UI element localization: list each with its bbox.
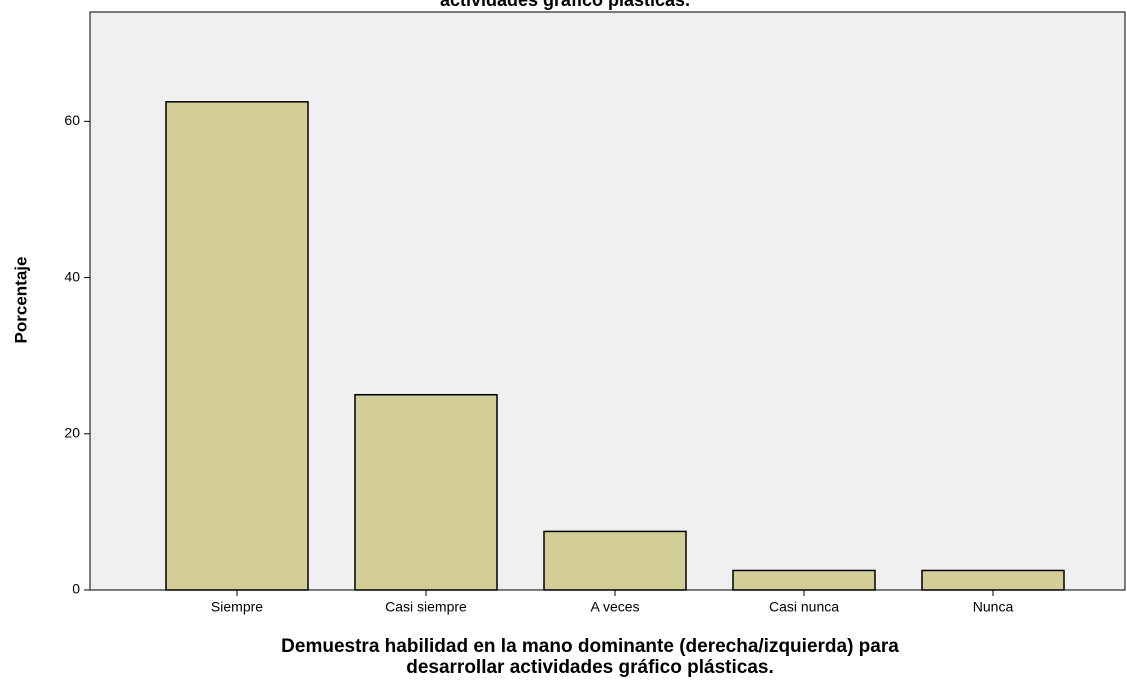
- chart-title: actividades gráfico plásticas.: [440, 0, 690, 10]
- y-tick-label: 0: [72, 581, 80, 597]
- bar: [354, 393, 498, 591]
- x-tick-label: Casi siempre: [385, 599, 467, 615]
- x-tick-label: A veces: [590, 599, 639, 615]
- y-axis-label: Porcentaje: [11, 257, 30, 344]
- x-axis-label: Demuestra habilidad en la mano dominante…: [281, 636, 899, 657]
- x-axis-label: desarrollar actividades gráfico plástica…: [406, 657, 774, 678]
- bar: [921, 569, 1065, 591]
- y-tick-label: 40: [64, 268, 80, 284]
- bar: [543, 530, 687, 591]
- bar: [165, 101, 309, 591]
- x-tick-label: Casi nunca: [769, 599, 839, 615]
- y-tick-label: 20: [64, 424, 80, 440]
- bar: [732, 569, 876, 591]
- x-tick-label: Siempre: [211, 599, 263, 615]
- x-tick-label: Nunca: [973, 599, 1014, 615]
- y-tick-label: 60: [64, 112, 80, 128]
